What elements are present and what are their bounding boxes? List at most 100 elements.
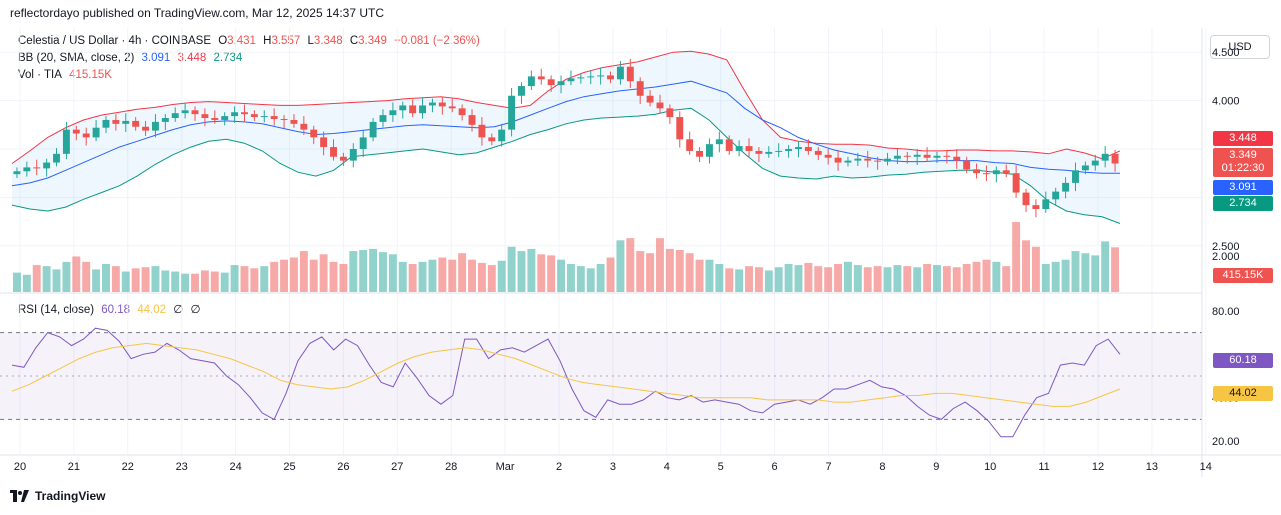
- candle-body: [537, 76, 545, 80]
- candle-body: [963, 160, 971, 170]
- volume-bar: [151, 266, 160, 292]
- candle-body: [339, 156, 347, 161]
- candle-body: [953, 156, 961, 161]
- volume-bar: [537, 254, 546, 292]
- candle-body: [448, 106, 456, 109]
- candles: [13, 58, 1119, 218]
- volume-bar: [725, 268, 734, 292]
- time-axis-label: 26: [337, 461, 349, 473]
- candle-body: [171, 113, 179, 119]
- last-price: 3.349: [1229, 149, 1257, 161]
- volume-bar: [497, 260, 506, 292]
- bb-label[interactable]: BB (20, SMA, close, 2): [18, 52, 135, 64]
- volume-bar: [982, 259, 991, 292]
- volume-bar: [369, 248, 378, 292]
- rsi-label[interactable]: RSI (14, close): [18, 304, 95, 316]
- candle-body: [814, 150, 822, 155]
- candle-body: [765, 151, 773, 154]
- time-axis-label: 10: [984, 461, 996, 473]
- candle-body: [1022, 192, 1030, 206]
- candle-body: [72, 129, 80, 134]
- rsi-na-2: ∅: [190, 304, 201, 316]
- volume-bar: [626, 238, 635, 292]
- volume-bar: [1002, 266, 1011, 292]
- volume-bar: [339, 264, 348, 292]
- volume-bar: [942, 266, 951, 292]
- candle-body: [122, 120, 130, 124]
- published-attribution: reflectordayo published on TradingView.c…: [10, 6, 384, 20]
- rsi-ma-tag: 44.02: [1213, 386, 1273, 401]
- volume-bar: [1012, 222, 1021, 292]
- bb-upper-line: [11, 50, 1121, 164]
- volume-bar: [200, 270, 209, 292]
- candle-body: [438, 102, 446, 107]
- time-axis-label: 22: [122, 461, 134, 473]
- candle-body: [260, 116, 268, 118]
- candle-body: [854, 158, 862, 161]
- candle-body: [241, 112, 248, 115]
- volume-bar: [1091, 255, 1100, 292]
- candle-body: [478, 124, 486, 138]
- volume-bar: [883, 267, 892, 292]
- candle-body: [508, 95, 516, 130]
- rsi-axis-label: 80.00: [1212, 306, 1240, 318]
- candle-body: [379, 115, 387, 122]
- candle-body: [557, 81, 565, 86]
- volume-bar: [102, 264, 110, 292]
- candle-body: [211, 118, 219, 120]
- volume-bar: [527, 248, 536, 292]
- volume-bar: [933, 265, 941, 292]
- candle-body: [498, 129, 506, 142]
- ohlc-values: O3.431 H3.557 L3.348 C3.349 −0.081 (−2.3…: [218, 35, 480, 47]
- volume-bar: [893, 265, 902, 292]
- candle-body: [320, 137, 328, 148]
- volume-bar: [468, 259, 476, 292]
- candle-body: [53, 153, 60, 163]
- volume-bar: [359, 250, 368, 292]
- volume-bar: [606, 257, 615, 292]
- volume-tag: 415.15K: [1213, 268, 1273, 283]
- candle-body: [330, 147, 337, 157]
- volume-bar: [745, 266, 753, 292]
- candle-body: [369, 121, 377, 138]
- candle-body: [458, 108, 466, 116]
- candle-body: [864, 158, 872, 161]
- volume-bar: [804, 262, 813, 292]
- bb-upper-price-tag: 3.448: [1213, 131, 1273, 146]
- candle-body: [636, 81, 644, 96]
- candle-body: [607, 75, 614, 80]
- candle-body: [349, 149, 357, 161]
- volume-bar: [62, 261, 71, 292]
- candle-body: [142, 126, 150, 131]
- volume-bar: [319, 254, 328, 292]
- volume-bar: [210, 271, 219, 292]
- rsi-ma-value: 44.02: [137, 304, 167, 316]
- time-axis-label: 23: [176, 461, 188, 473]
- time-axis-label: 5: [718, 461, 724, 473]
- volume-bar: [547, 255, 556, 292]
- candle-body: [903, 155, 911, 157]
- volume-bar: [289, 257, 298, 292]
- volume-bar: [72, 256, 81, 292]
- candle-body: [804, 147, 812, 151]
- symbol-title[interactable]: Celestia / US Dollar · 4h · COINBASE: [18, 35, 212, 47]
- bar-countdown: 01:22:30: [1221, 162, 1265, 174]
- candle-body: [567, 78, 575, 82]
- currency-button[interactable]: USD: [1210, 35, 1270, 59]
- volume-bar: [428, 259, 437, 292]
- volume-bar: [230, 265, 239, 292]
- rsi-line: [11, 327, 1121, 438]
- candle-body: [112, 119, 120, 124]
- time-axis-label: 21: [68, 461, 80, 473]
- candle-body: [270, 116, 278, 119]
- price-axis-label: 2.500: [1212, 241, 1240, 253]
- volume-bar: [873, 266, 882, 292]
- volume-bar: [250, 268, 259, 292]
- tradingview-brand[interactable]: TradingView: [10, 489, 105, 503]
- volume-bar: [1101, 241, 1110, 292]
- candle-body: [1081, 165, 1089, 171]
- time-axis-label: 27: [391, 461, 403, 473]
- volume-label[interactable]: Vol · TIA: [18, 69, 62, 81]
